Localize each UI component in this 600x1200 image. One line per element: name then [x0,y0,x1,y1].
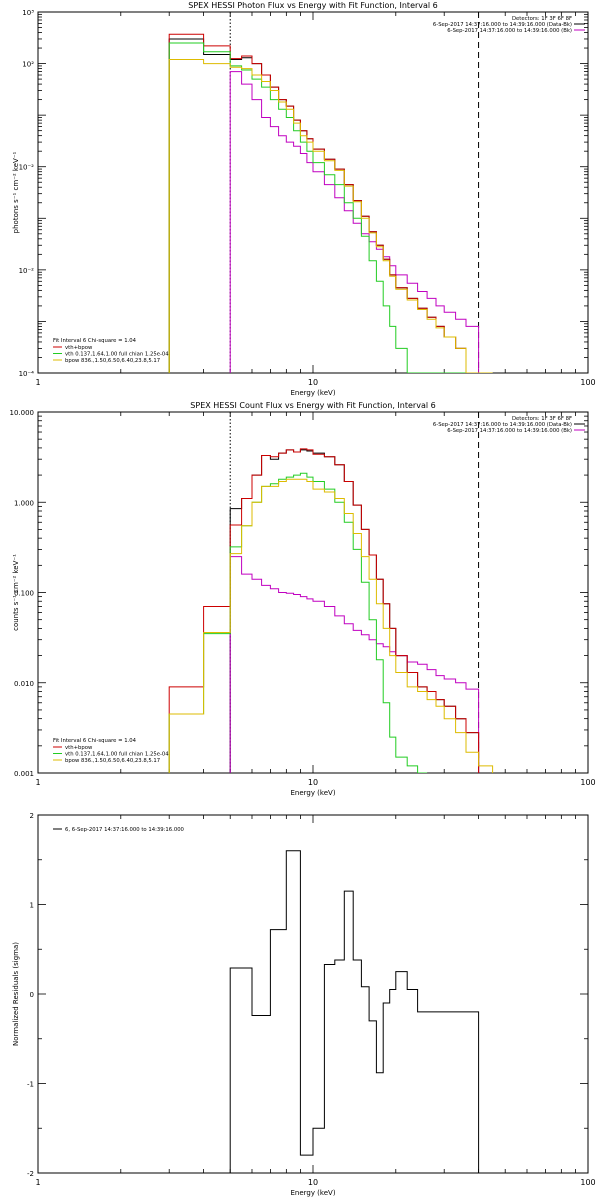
y-tick-label: 0 [30,991,34,999]
y-tick-label: 0.001 [14,770,34,778]
series-total-line [168,33,493,373]
header-line-2: 6-Sep-2017 14:37:16.000 to 14:39:16.000 … [433,22,572,28]
legend-entry-1: vth+bpow [65,345,93,351]
header-line-1: Detectors: 1F 3F 6F 8F [512,16,572,22]
y-tick-label: 10³ [22,9,34,17]
series-data-line [168,38,493,373]
y-tick-label: 10⁻² [19,267,35,275]
series-bpow-line [168,478,494,773]
y-axis-label: Normalized Residuals (sigma) [12,942,20,1046]
series-data-line [229,850,480,1173]
y-tick-label: -2 [27,1170,34,1178]
chart-title: SPEX HESSI Count Flux vs Energy with Fit… [190,401,435,410]
y-axis-label: photons s⁻¹ cm⁻² keV⁻¹ [12,151,20,233]
x-tick-label: 1 [35,378,40,387]
y-tick-label: 10² [22,61,34,69]
x-tick-label: 1 [35,1178,40,1187]
series-bpow-line [168,59,493,373]
legend-entry-3: bpow 836.,1.50,6.50,6.40,23.8,5.17 [65,358,160,364]
y-tick-label: 0.010 [14,680,34,688]
chart-panel-3: 1 10 100 Energy (keV) -2 -1 0 1 2 Normalized Resi… [12,812,596,1197]
legend-entry-1: vth+bpow [65,745,93,751]
y-axis-label: counts s⁻¹ cm⁻² keV⁻¹ [12,554,20,631]
legend-entry-3: bpow 836.,1.50,6.50,6.40,23.8,5.17 [65,758,160,764]
plot-frame [37,11,589,374]
series-bk-line [229,556,480,773]
legend-title: Fit Interval 6 Chi-square = 1.04 [53,338,137,344]
y-tick-label: 10.000 [10,409,35,417]
chart-panel-1: 1 10 100 Energy (keV) 10⁻⁴ 10⁻² 10⁻² 10² 10³ phot… [12,1,596,397]
header-line-2: 6-Sep-2017 14:37:16.000 to 14:39:16.000 … [433,422,572,428]
y-tick-label: 0.100 [14,590,34,598]
header-line-1: Detectors: 1F 3F 6F 8F [512,416,572,422]
header-line-3: 6-Sep-2017 14:37:16.000 to 14:39:16.000 … [447,28,572,34]
legend-title: Fit Interval 6 Chi-square = 1.04 [53,738,137,744]
y-tick-label: 1 [30,902,34,910]
x-tick-label: 10 [308,778,318,787]
y-tick-label: 10⁻⁴ [19,370,35,378]
x-tick-label: 1 [35,778,40,787]
y-tick-label: 2 [30,812,34,820]
header-line-3: 6-Sep-2017 14:37:16.000 to 14:39:16.000 … [447,428,572,434]
chart-title: SPEX HESSI Photon Flux vs Energy with Fi… [188,1,438,10]
x-tick-label: 100 [580,778,595,787]
y-tick-label: 10⁻² [19,164,35,172]
x-axis-label: Energy (keV) [290,789,335,797]
chart-panel-2: 1 10 100 Energy (keV) 0.001 0.010 0.100 1.000 10… [10,401,596,797]
series-vth-line [168,42,493,373]
x-tick-label: 10 [308,1178,318,1187]
series-total-line [168,448,480,773]
x-tick-label: 100 [580,1178,595,1187]
plot-frame [37,814,589,1174]
plot-frame [37,411,589,774]
legend-entry-1: 6, 6-Sep-2017 14:37:16.000 to 14:39:16.0… [65,827,185,833]
x-axis-label: Energy (keV) [290,1189,335,1197]
x-axis-label: Energy (keV) [290,389,335,397]
legend-entry-2: vth 0.137,1.64,1.00 full chian 1.25e-04 [65,352,169,358]
series-vth-line [168,472,428,773]
x-tick-label: 100 [580,378,595,387]
y-tick-label: -1 [27,1081,34,1089]
y-tick-label: 1.000 [14,499,34,507]
legend-entry-2: vth 0.137,1.64,1.00 full chian 1.25e-04 [65,752,169,758]
series-data-line [229,449,480,773]
x-tick-label: 10 [308,378,318,387]
